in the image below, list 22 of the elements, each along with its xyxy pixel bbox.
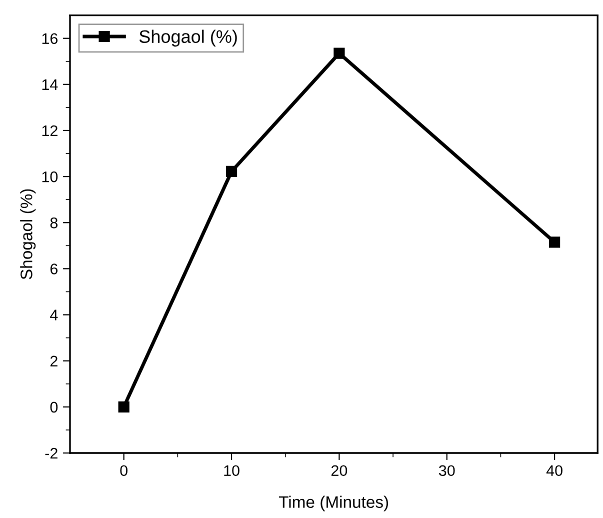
y-tick-label: 4 <box>50 310 58 320</box>
point <box>118 401 130 412</box>
x-tick-label: 40 <box>546 465 562 476</box>
y-axis-title: Shogaol (%) <box>20 189 36 280</box>
x-axis-title: Time (Minutes) <box>278 496 388 512</box>
x-tick-label: 20 <box>331 465 348 476</box>
y-tick-label: 16 <box>42 33 58 44</box>
y-tick-label: 6 <box>50 264 58 274</box>
x-tick-label: 30 <box>438 465 455 476</box>
x-tick-label: 0 <box>120 465 128 476</box>
y-tick-label: 14 <box>42 79 58 90</box>
y-tick-label: 2 <box>50 356 58 366</box>
point <box>334 48 345 59</box>
point <box>226 166 238 178</box>
y-tick-label: -2 <box>45 448 58 459</box>
point <box>549 236 560 248</box>
y-tick-label: 8 <box>50 217 58 228</box>
y-tick-label: 10 <box>42 171 58 182</box>
y-tick-label: 12 <box>42 125 58 136</box>
x-tick-label: 10 <box>224 465 240 476</box>
legend-label: Shogaol (%) <box>139 30 237 47</box>
y-tick-label: 0 <box>50 402 58 413</box>
